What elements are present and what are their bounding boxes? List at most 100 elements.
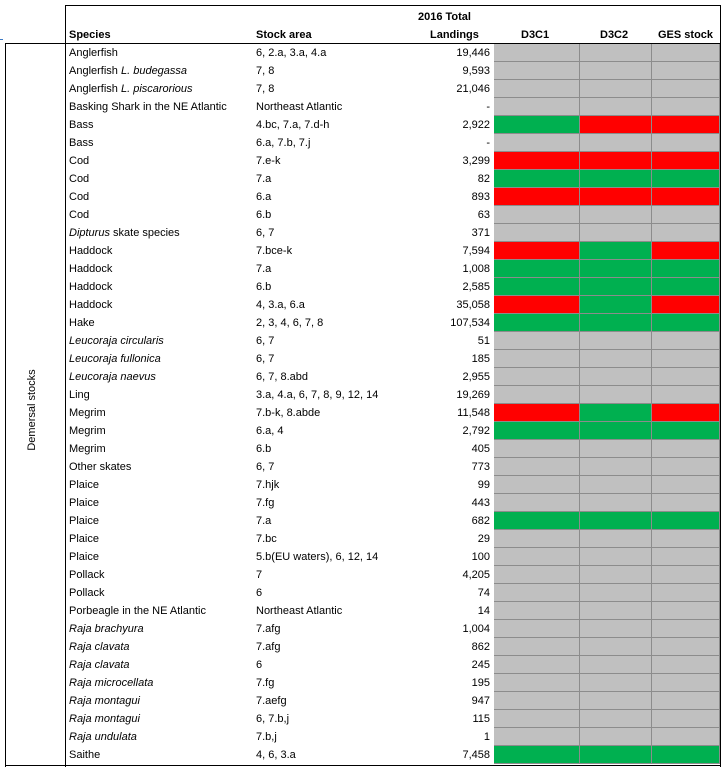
landings-cell: 1 [483, 731, 490, 743]
stock-area-cell: 6 [256, 659, 263, 671]
d3c2-status-cell [580, 116, 652, 134]
d3c1-status-cell [494, 116, 580, 134]
d3c1-status-cell [494, 350, 580, 368]
d3c2-status-cell [580, 638, 652, 656]
table-row: Raja clavata 7.afg 862 [66, 638, 720, 656]
ges-status-cell [652, 368, 720, 386]
table-row: Cod 7.e-k 3,299 [66, 152, 720, 170]
stock-area-cell: 7, 8 [256, 83, 275, 95]
ges-status-cell [652, 584, 720, 602]
d3c2-status-cell [580, 710, 652, 728]
table-row: Megrim 6.b 405 [66, 440, 720, 458]
d3c1-status-cell [494, 566, 580, 584]
landings-cell: 1,008 [462, 263, 490, 275]
stock-area-cell: 7.bc [256, 533, 277, 545]
landings-cell: 371 [471, 227, 490, 239]
stock-area-cell: 6.b [256, 443, 272, 455]
ges-status-cell [652, 98, 720, 116]
stock-area-cell: 6, 7 [256, 335, 275, 347]
species-cell: Anglerfish L. piscarorious [69, 83, 193, 95]
table-row: Megrim 7.b-k, 8.abde 11,548 [66, 404, 720, 422]
species-cell: Raja clavata [69, 641, 130, 653]
species-cell: Leucoraja circularis [69, 335, 164, 347]
header-landings-line2: Landings [430, 29, 479, 41]
table-row: Pollack 7 4,205 [66, 566, 720, 584]
d3c2-status-cell [580, 620, 652, 638]
table-row: Haddock 7.bce-k 7,594 [66, 242, 720, 260]
stock-area-cell: 5.b(EU waters), 6, 12, 14 [256, 551, 379, 563]
landings-cell: 11,548 [457, 407, 490, 419]
landings-cell: 947 [471, 695, 490, 707]
header-landings-line1: 2016 Total [418, 11, 471, 23]
stock-area-cell: 6.b [256, 281, 272, 293]
d3c2-status-cell [580, 62, 652, 80]
d3c2-status-cell [580, 746, 652, 764]
table-row: Raja montagui 6, 7.b,j 115 [66, 710, 720, 728]
species-cell: Ling [69, 389, 90, 401]
species-cell: Plaice [69, 479, 99, 491]
d3c1-status-cell [494, 728, 580, 746]
d3c2-status-cell [580, 152, 652, 170]
d3c1-status-cell [494, 404, 580, 422]
d3c1-status-cell [494, 188, 580, 206]
species-cell: Plaice [69, 533, 99, 545]
landings-cell: 3,299 [462, 155, 490, 167]
stock-area-cell: 2, 3, 4, 6, 7, 8 [256, 317, 324, 329]
d3c1-status-cell [494, 494, 580, 512]
d3c1-status-cell [494, 710, 580, 728]
ges-status-cell [652, 638, 720, 656]
group-label-text: Demersal stocks [26, 369, 38, 451]
landings-cell: 862 [471, 641, 490, 653]
ges-status-cell [652, 134, 720, 152]
d3c2-status-cell [580, 656, 652, 674]
d3c1-status-cell [494, 530, 580, 548]
left-marker [0, 39, 3, 40]
d3c2-status-cell [580, 278, 652, 296]
ges-status-cell [652, 314, 720, 332]
stock-area-cell: 7.a [256, 173, 272, 185]
species-cell: Anglerfish L. budegassa [69, 65, 188, 77]
d3c1-status-cell [494, 440, 580, 458]
stock-area-cell: 7.e-k [256, 155, 281, 167]
top-border [65, 5, 721, 6]
species-cell: Leucoraja naevus [69, 371, 156, 383]
stock-area-cell: 6, 7 [256, 227, 275, 239]
stock-area-cell: 4, 6, 3.a [256, 749, 296, 761]
landings-cell: - [486, 137, 490, 149]
landings-cell: 29 [477, 533, 490, 545]
ges-status-cell [652, 296, 720, 314]
landings-cell: 4,205 [462, 569, 490, 581]
ges-status-cell [652, 656, 720, 674]
d3c1-status-cell [494, 476, 580, 494]
table-row: Megrim 6.a, 4 2,792 [66, 422, 720, 440]
stock-area-cell: 7.b,j [256, 731, 277, 743]
ges-status-cell [652, 422, 720, 440]
d3c2-status-cell [580, 530, 652, 548]
table-row: Saithe 4, 6, 3.a 7,458 [66, 746, 720, 764]
species-cell: Raja undulata [69, 731, 137, 743]
d3c2-status-cell [580, 296, 652, 314]
ges-status-cell [652, 350, 720, 368]
d3c2-status-cell [580, 602, 652, 620]
d3c2-status-cell [580, 368, 652, 386]
d3c2-status-cell [580, 188, 652, 206]
landings-cell: 115 [472, 713, 490, 725]
stock-area-cell: 7 [256, 569, 263, 581]
species-cell: Porbeagle in the NE Atlantic [69, 605, 206, 617]
ges-status-cell [652, 728, 720, 746]
d3c2-status-cell [580, 134, 652, 152]
species-cell: Hake [69, 317, 95, 329]
landings-cell: 185 [471, 353, 490, 365]
landings-cell: 2,922 [462, 119, 490, 131]
d3c1-status-cell [494, 98, 580, 116]
table-row: Ling 3.a, 4.a, 6, 7, 8, 9, 12, 14 19,269 [66, 386, 720, 404]
d3c2-status-cell [580, 512, 652, 530]
ges-status-cell [652, 260, 720, 278]
table-row: Other skates 6, 7 773 [66, 458, 720, 476]
stock-area-cell: Northeast Atlantic [256, 605, 343, 617]
table-row: Leucoraja circularis 6, 7 51 [66, 332, 720, 350]
d3c2-status-cell [580, 674, 652, 692]
d3c2-status-cell [580, 206, 652, 224]
right-border [720, 5, 721, 767]
header-d3c1: D3C1 [521, 29, 550, 41]
